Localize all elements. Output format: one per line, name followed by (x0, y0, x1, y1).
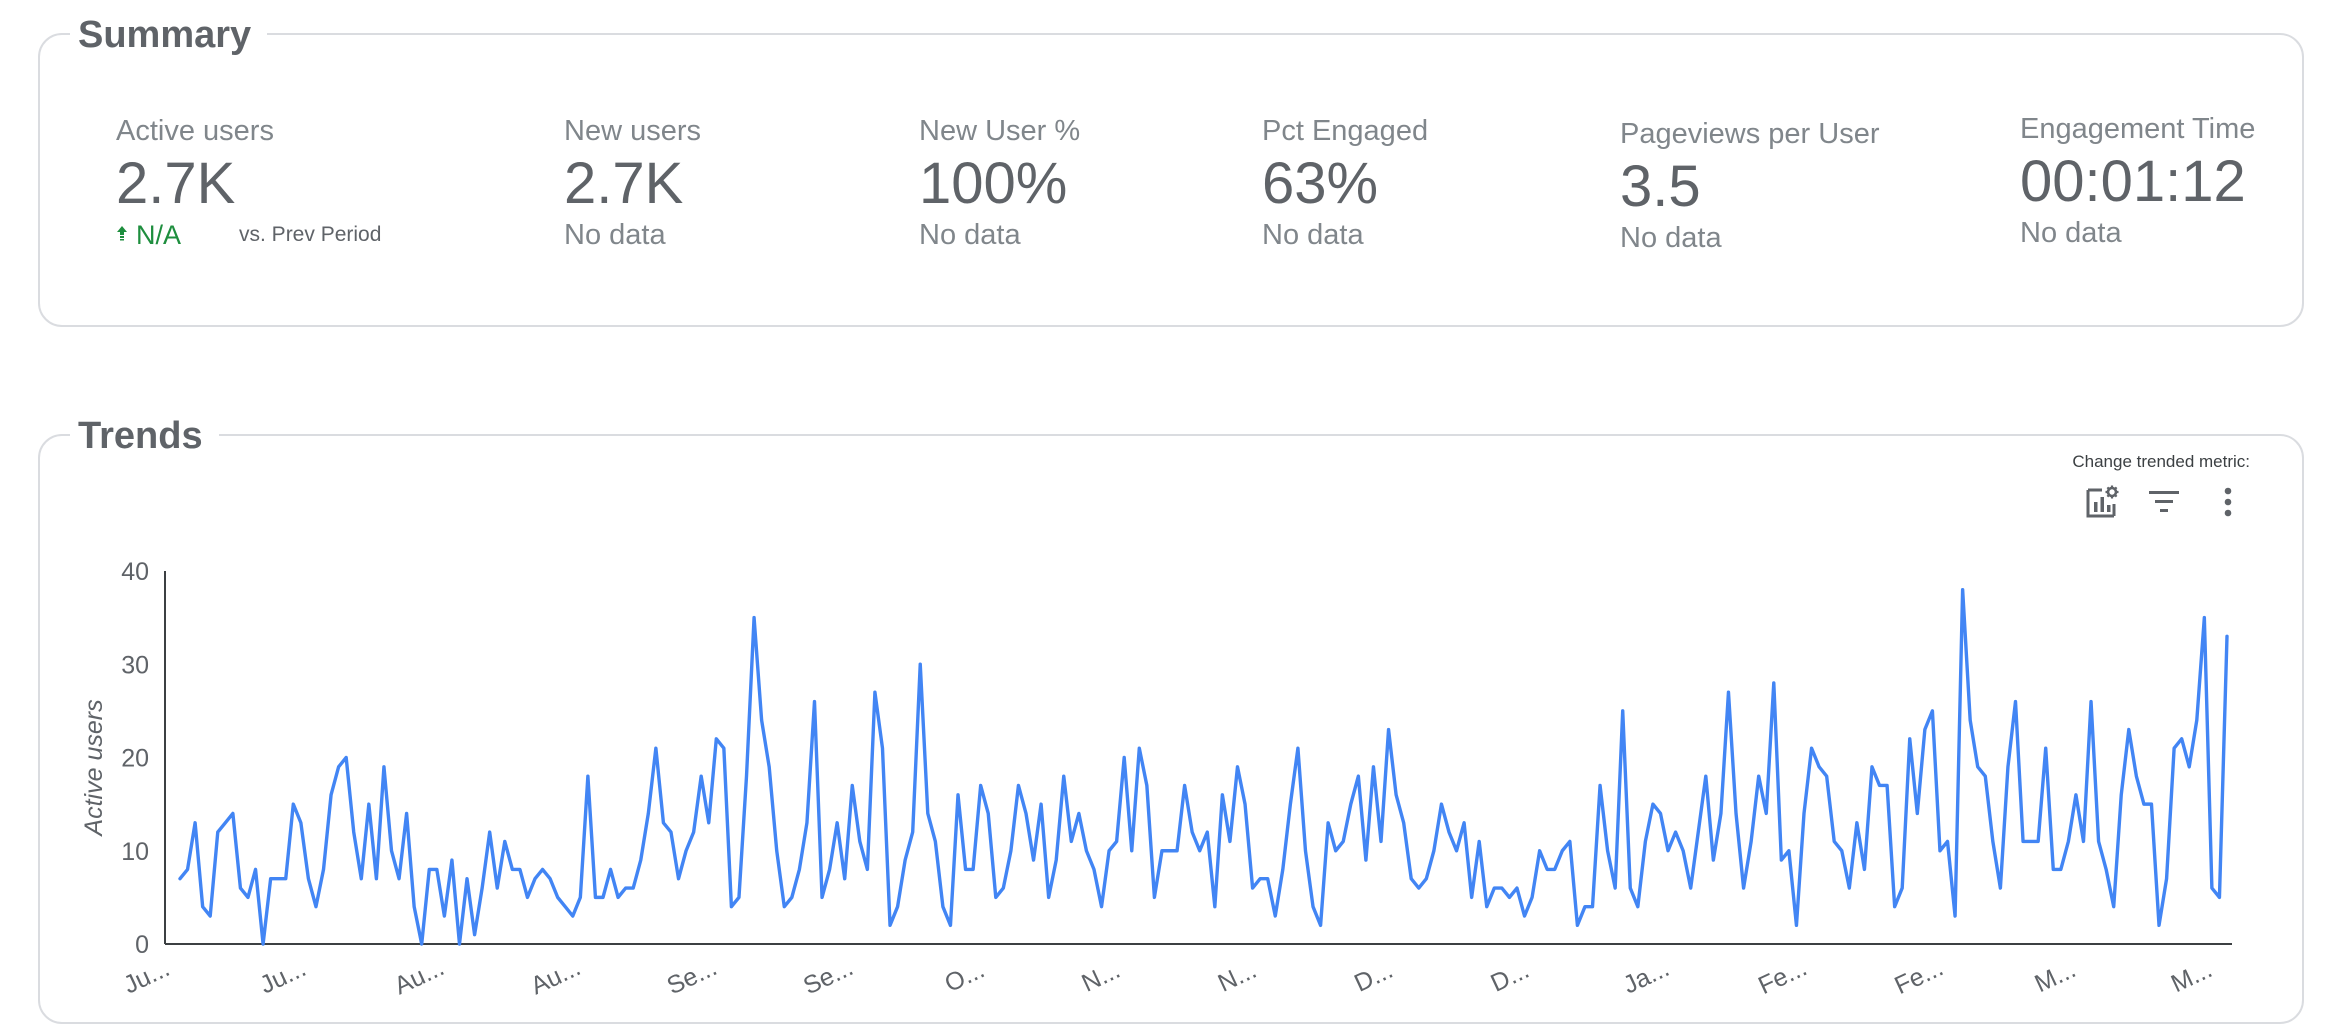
x-tick-label: Ju... (256, 954, 311, 999)
x-tick-label: M... (2030, 955, 2080, 998)
metric-label: Engagement Time (2020, 113, 2256, 145)
metric-pageviews-per-user[interactable]: Pageviews per User 3.5 No data (1620, 116, 1880, 256)
x-tick-label: Se... (799, 953, 857, 1000)
change-metric-caption: Change trended metric: (2072, 452, 2250, 471)
metric-label: Pageviews per User (1620, 118, 1880, 150)
x-tick-label: O... (940, 956, 988, 998)
y-tick-label: 40 (121, 558, 149, 586)
metric-pct-engaged[interactable]: Pct Engaged 63% No data (1262, 113, 1428, 253)
y-tick-label: 30 (121, 651, 149, 679)
delta-row: N/A vs. Prev Period (116, 217, 381, 253)
x-tick-label: Au... (390, 953, 448, 1000)
x-tick-label: N... (1077, 956, 1124, 998)
trends-card: Trends Change trended metric: (38, 414, 2304, 1024)
y-axis-title: Active users (80, 699, 108, 837)
trends-title: Trends (70, 414, 219, 458)
x-tick-label: Fe... (1890, 953, 1947, 1000)
metric-sub: No data (2020, 217, 2122, 249)
filter-icon (2149, 491, 2179, 512)
chart-settings-icon (2086, 485, 2119, 518)
x-tick-label: Ju... (119, 954, 174, 999)
summary-title: Summary (70, 13, 268, 57)
chart-settings-button[interactable] (2080, 480, 2124, 524)
metric-value: 3.5 (1620, 154, 1701, 219)
metric-new-user-pct[interactable]: New User % 100% No data (919, 113, 1080, 253)
metric-value: 00:01:12 (2020, 149, 2246, 214)
more-vert-icon (2224, 487, 2232, 517)
metric-value: 100% (919, 151, 1068, 216)
y-tick-label: 0 (135, 931, 149, 959)
more-options-button[interactable] (2206, 480, 2250, 524)
metric-sub: No data (564, 219, 666, 251)
delta-value: N/A (136, 220, 182, 250)
x-tick-label: M... (2167, 955, 2217, 998)
delta-note: vs. Prev Period (239, 223, 382, 246)
x-tick-label: Ja... (1619, 954, 1674, 999)
x-tick-label: Se... (663, 953, 721, 1000)
filter-button[interactable] (2142, 480, 2186, 524)
metric-label: Pct Engaged (1262, 115, 1429, 147)
x-tick-label: N... (1214, 956, 1261, 998)
metric-sub: No data (919, 219, 1021, 251)
x-tick-label: Fe... (1754, 953, 1811, 1000)
y-tick-label: 20 (121, 745, 149, 773)
metric-sub: No data (1262, 219, 1364, 251)
metric-new-users[interactable]: New users 2.7K No data (564, 113, 701, 253)
metric-value: 63% (1262, 151, 1379, 216)
y-tick-label: 10 (121, 838, 149, 866)
x-tick-label: D... (1350, 956, 1397, 998)
metric-active-users[interactable]: Active users 2.7K N/A vs. Prev Period (116, 113, 381, 253)
arrow-up-icon (116, 217, 128, 253)
metric-label: New User % (919, 115, 1081, 147)
metric-sub: No data (1620, 222, 1722, 254)
series-line-active-users (178, 587, 2229, 946)
metric-engagement-time[interactable]: Engagement Time 00:01:12 No data (2020, 111, 2255, 251)
metric-value: 2.7K (116, 151, 236, 216)
metric-label: New users (564, 115, 701, 147)
summary-card: Summary Active users 2.7K N/A vs. Prev P… (38, 13, 2304, 327)
metric-value: 2.7K (564, 151, 684, 216)
x-tick-label: Au... (526, 953, 584, 1000)
x-tick-label: D... (1486, 956, 1533, 998)
metric-label: Active users (116, 115, 274, 147)
